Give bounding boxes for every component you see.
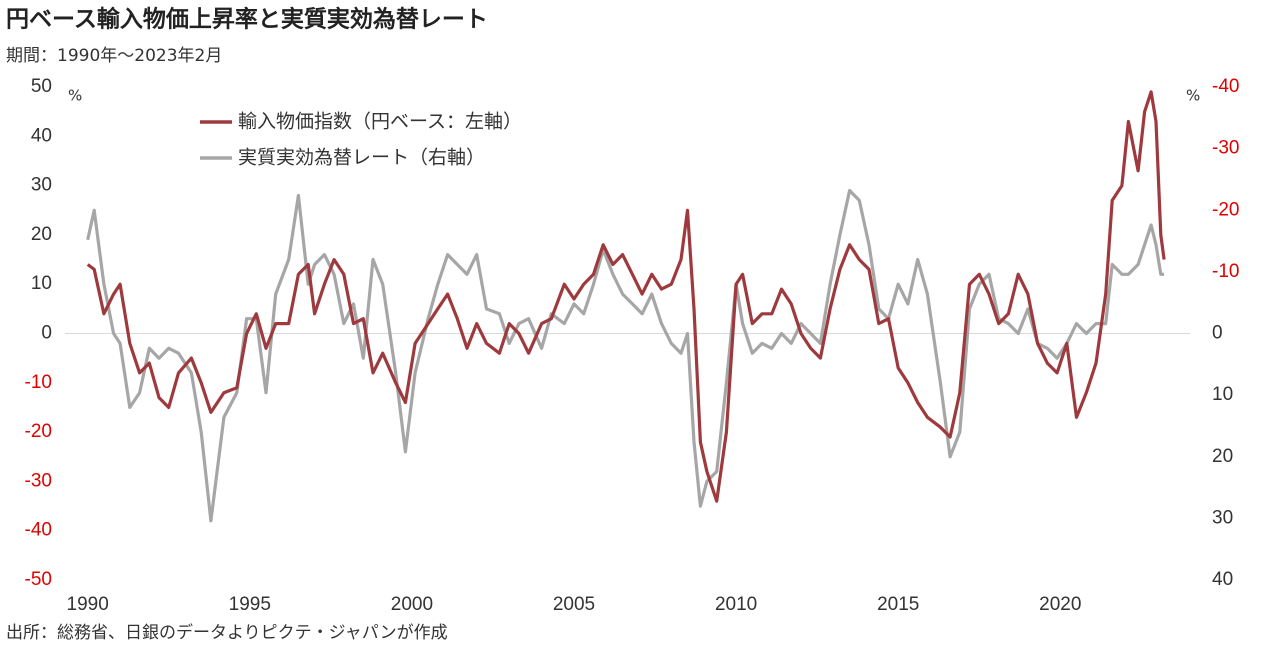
x-tick-label: 1995: [229, 594, 271, 615]
y2-tick-label: -10: [1212, 261, 1239, 282]
x-tick-label: 2000: [391, 594, 433, 615]
y-tick-label: 40: [31, 125, 52, 146]
y2-tick-label: 0: [1212, 323, 1223, 344]
y-tick-label: -50: [25, 569, 52, 590]
series-line: [86, 188, 1165, 523]
x-tick-label: 2015: [877, 594, 919, 615]
source-note: 出所：総務省、日銀のデータよりピクテ・ジャパンが作成: [6, 622, 448, 643]
x-tick-label: 2020: [1039, 594, 1081, 615]
y2-tick-label: 20: [1212, 446, 1233, 467]
legend-label: 実質実効為替レート（右軸）: [238, 147, 485, 169]
y-tick-label: -40: [25, 520, 52, 541]
y-tick-label: -10: [25, 372, 52, 393]
y-tick-label: 0: [41, 323, 52, 344]
x-tick-label: 2005: [553, 594, 595, 615]
y2-unit: %: [1186, 87, 1200, 105]
y-tick-label: -30: [25, 470, 52, 491]
chart-title: 円ベース輸入物価上昇率と実質実効為替レート: [6, 6, 488, 33]
y2-tick-label: 30: [1212, 507, 1233, 528]
y2-tick-label: 40: [1212, 569, 1233, 590]
legend-label: 輸入物価指数（円ベース：左軸）: [238, 111, 522, 133]
y2-tick-label: -20: [1212, 199, 1239, 220]
y-tick-label: 20: [31, 224, 52, 245]
y2-tick-label: -30: [1212, 138, 1239, 159]
chart-subtitle: 期間：1990年～2023年2月: [6, 46, 222, 66]
y-tick-label: 10: [31, 273, 52, 294]
series-line: [86, 90, 1166, 503]
y-tick-label: -20: [25, 421, 52, 442]
y-tick-label: 50: [31, 76, 52, 97]
y2-tick-label: -40: [1212, 76, 1239, 97]
y2-tick-label: 10: [1212, 384, 1233, 405]
y-unit: %: [68, 87, 82, 105]
x-tick-label: 1990: [67, 594, 109, 615]
x-tick-label: 2010: [715, 594, 757, 615]
y-tick-label: 30: [31, 175, 52, 196]
